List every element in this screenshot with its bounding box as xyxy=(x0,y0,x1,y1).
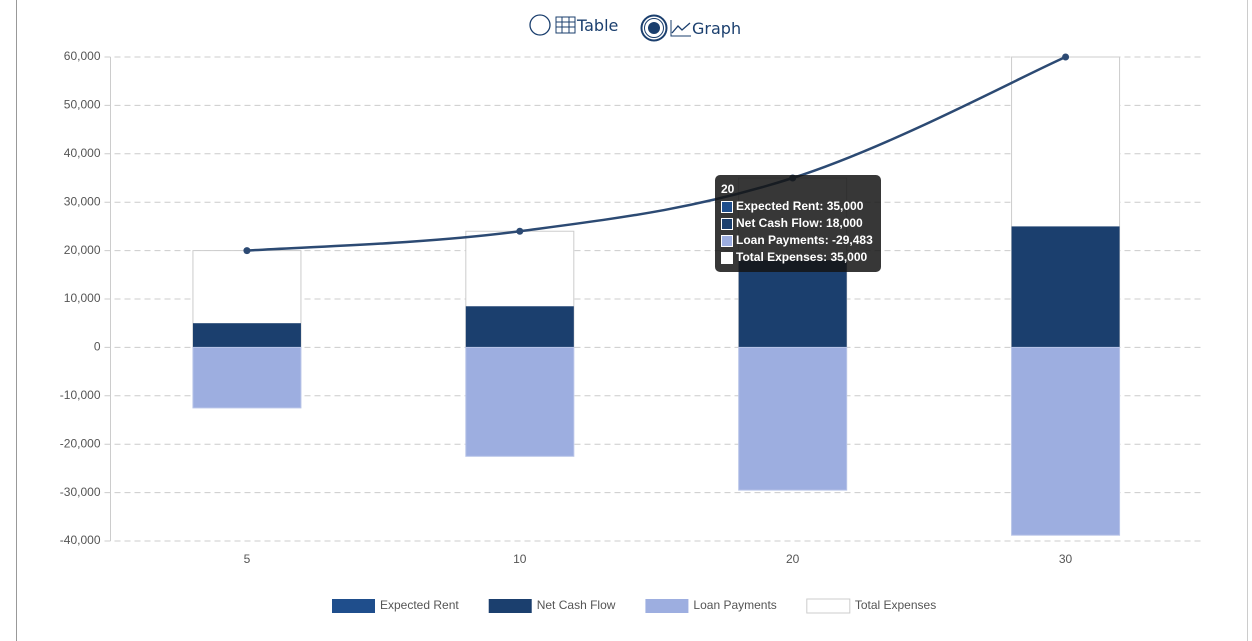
graph-option[interactable]: Graph xyxy=(640,14,741,42)
tooltip-row: Loan Payments: -29,483 xyxy=(721,232,873,249)
tooltip-name: Net Cash Flow xyxy=(736,216,819,230)
bar xyxy=(192,346,302,409)
tooltip-value: 18,000 xyxy=(826,216,863,230)
y-tick-label: -30,000 xyxy=(60,485,101,499)
y-tick-label: 60,000 xyxy=(64,49,101,63)
legend-label: Net Cash Flow xyxy=(537,598,616,612)
table-option[interactable]: Table xyxy=(529,14,618,36)
bar xyxy=(192,250,302,348)
legend-label: Loan Payments xyxy=(693,598,776,612)
tooltip-swatch xyxy=(721,251,733,264)
radio[interactable] xyxy=(529,14,551,36)
legend-label: Total Expenses xyxy=(855,598,936,612)
legend-swatch xyxy=(806,598,851,614)
tooltip: 20 Expected Rent: 35,000 Net Cash Flow: 1… xyxy=(715,175,881,272)
legend-swatch xyxy=(488,599,532,613)
tooltip-value: 35,000 xyxy=(830,250,868,264)
tooltip-swatch xyxy=(721,217,733,230)
legend-label: Expected Rent xyxy=(380,598,459,612)
x-tick-label: 20 xyxy=(786,552,800,566)
y-tick-label: 40,000 xyxy=(64,146,101,160)
tooltip-name: Expected Rent xyxy=(736,199,820,213)
tooltip-row: Total Expenses: 35,000 xyxy=(721,249,873,266)
bar xyxy=(192,323,301,348)
tooltip-swatch xyxy=(721,234,733,247)
x-tick-label: 30 xyxy=(1059,552,1073,566)
radio[interactable] xyxy=(640,14,668,42)
line xyxy=(246,55,1067,252)
bar xyxy=(465,306,574,348)
tooltip-row: Expected Rent: 35,000 xyxy=(721,198,873,215)
y-tick-label: 30,000 xyxy=(64,194,101,208)
bar xyxy=(1011,56,1121,348)
tooltip-row: Net Cash Flow: 18,000 xyxy=(721,215,873,232)
point xyxy=(516,227,524,235)
tooltip-title: 20 xyxy=(721,182,735,196)
option-label: Table xyxy=(577,15,619,35)
graph-icon xyxy=(670,20,691,37)
bar xyxy=(1011,346,1121,536)
option-label: Graph xyxy=(692,18,742,38)
bar xyxy=(738,260,847,348)
y-tick-label: -10,000 xyxy=(60,388,101,402)
point xyxy=(243,247,251,255)
y-tick-label: 20,000 xyxy=(64,243,101,257)
legend-swatch xyxy=(332,599,375,613)
tooltip-name: Loan Payments xyxy=(736,233,825,247)
x-tick-label: 10 xyxy=(513,552,527,566)
y-tick-label: -20,000 xyxy=(60,436,101,450)
tooltip-value: -29,483 xyxy=(832,233,873,247)
bar xyxy=(465,346,575,457)
y-tick-label: 10,000 xyxy=(64,291,101,305)
tooltip-name: Total Expenses xyxy=(736,250,824,264)
y-tick-label: 0 xyxy=(94,340,101,354)
bar xyxy=(465,230,575,348)
bar xyxy=(1011,226,1120,348)
y-tick-label: -40,000 xyxy=(60,533,101,547)
table-icon xyxy=(555,16,576,34)
point xyxy=(1062,53,1070,61)
x-tick-label: 5 xyxy=(244,552,251,566)
y-tick-label: 50,000 xyxy=(64,98,101,112)
tooltip-value: 35,000 xyxy=(826,199,864,213)
tooltip-swatch xyxy=(721,200,733,213)
legend-swatch xyxy=(645,599,689,613)
bar xyxy=(738,346,848,491)
